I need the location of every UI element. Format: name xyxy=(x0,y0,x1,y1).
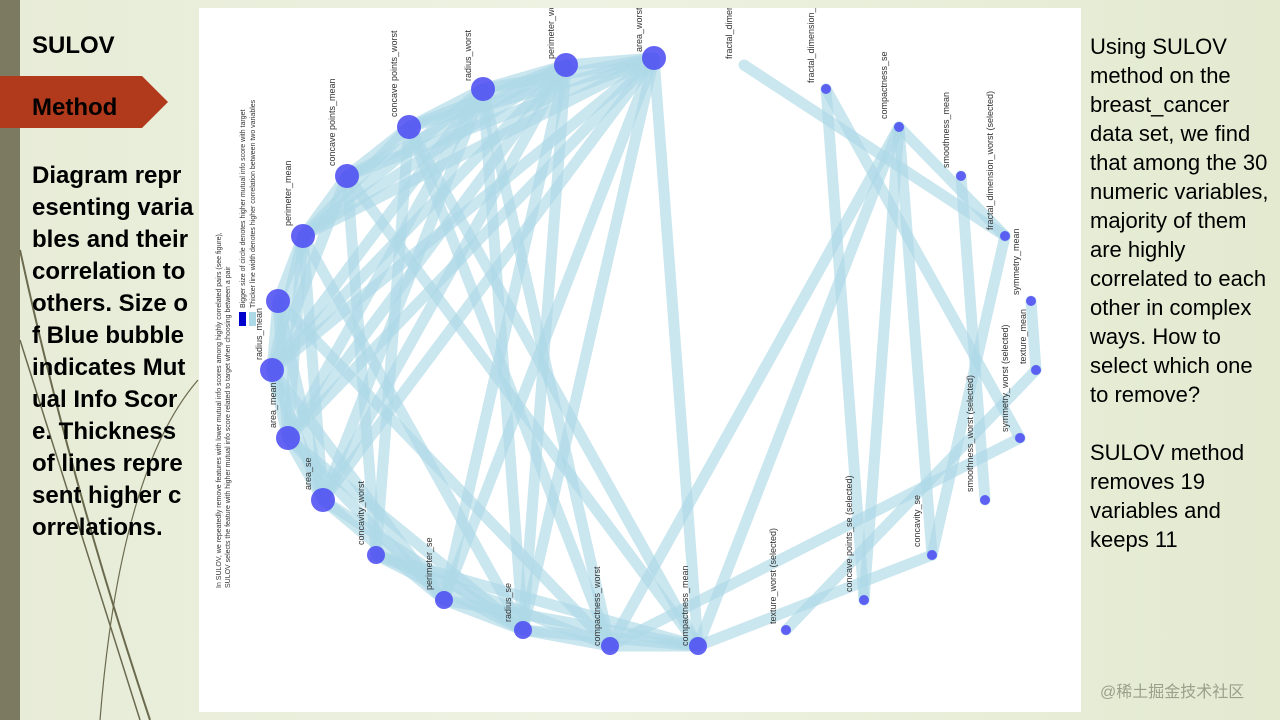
node-symmetry_mean xyxy=(1026,296,1036,306)
edge-radius_worst-area_mean xyxy=(282,83,489,444)
edge-compactness_mean-compactness_se xyxy=(692,121,905,652)
left-description: Diagram representing variables and their… xyxy=(32,162,194,541)
edge-smoothness_worst-smoothness_mean xyxy=(955,170,991,506)
node-radius_se xyxy=(514,621,532,639)
right-paragraph-2: SULOV method removes 19 variables and ke… xyxy=(1090,440,1245,552)
node-compactness_worst xyxy=(601,637,619,655)
node-label-smoothness_worst: smoothness_worst (selected) xyxy=(965,375,975,492)
legend-edge-text: Thicker line width denotes higher correl… xyxy=(250,99,257,308)
edge-concave_points_worst-compactness_mean xyxy=(403,121,704,652)
watermark: @稀土掘金技术社区 xyxy=(1100,684,1245,701)
node-label-concavity_se: concavity_se xyxy=(912,495,922,547)
node-concave_points_mean xyxy=(335,164,359,188)
node-radius_mean xyxy=(260,358,284,382)
edge-radius_worst-area_se xyxy=(317,83,489,506)
node-label-texture_worst: texture_worst (selected) xyxy=(768,528,778,624)
node-area_worst xyxy=(642,46,666,70)
legend-node-text: Bigger size of circle denotes higher mut… xyxy=(240,110,247,308)
node-label-perimeter_se: perimeter_se xyxy=(424,537,434,590)
node-label-symmetry_worst: symmetry_worst (selected) xyxy=(1000,324,1010,432)
node-symmetry_worst xyxy=(1015,433,1025,443)
sulov-diagram: area_worst (se perimeter_wo radius_worst co… xyxy=(199,8,1081,712)
edge-concave_points_mean-concavity_worst xyxy=(341,170,382,561)
edge-texture_mean-symmetry_mean xyxy=(1025,295,1042,376)
node-label-radius_se: radius_se xyxy=(503,583,513,622)
edge-perimeter_worst-area_mean xyxy=(282,59,572,444)
node-texture_mean xyxy=(1031,365,1041,375)
node-label-concave_points_se: concave points_se (selected) xyxy=(844,475,854,592)
node-smoothness_mean xyxy=(956,171,966,181)
edge-fractal_dimension-fractal_dimension_worst xyxy=(738,59,1011,242)
caption-line-1: In SULOV, we repeatedly remove features … xyxy=(216,232,223,588)
caption-line-2: SULOV selects the feature with higher mu… xyxy=(225,266,232,588)
node-label-smoothness_mean: smoothness_mean xyxy=(941,92,951,168)
node-concavity_se xyxy=(927,550,937,560)
legend-node-swatch xyxy=(239,312,246,326)
edge-area_worst-compactness_mean xyxy=(648,52,704,652)
edge-perimeter_worst-radius_mean xyxy=(266,59,572,376)
edge-texture_worst-texture_mean xyxy=(780,364,1042,636)
node-perimeter_mean xyxy=(291,224,315,248)
node-label-compactness_worst: compactness_worst xyxy=(592,566,602,646)
edge-area_worst-perimeter_mean xyxy=(297,52,660,242)
edge-symmetry_worst-fractal_dimension_se xyxy=(820,83,1026,444)
section-tab xyxy=(0,76,168,128)
edge-perimeter_mean-area_se xyxy=(297,230,329,506)
right-paragraph-1: Using SULOV method on the breast_cancer … xyxy=(1090,34,1269,407)
correlation-graph: area_worst (seperimeter_woradius_worstco… xyxy=(216,8,1042,655)
node-label-perimeter_mean: perimeter_mean xyxy=(283,160,293,226)
node-concave_points_worst xyxy=(397,115,421,139)
node-label-fractal_dimension_se: fractal_dimension_se (selecte xyxy=(806,8,816,83)
node-label-concavity_worst: concavity_worst xyxy=(356,480,366,545)
edge-perimeter_mean-radius_se xyxy=(297,230,529,636)
node-label-compactness_se: compactness_se xyxy=(879,51,889,119)
decorative-swoosh xyxy=(19,249,199,720)
edge-compactness_worst-compactness_se xyxy=(604,121,905,652)
node-label-concave_points_mean: concave points_mean xyxy=(327,78,337,166)
legend-edge-swatch xyxy=(249,312,256,326)
node-fractal_dimension_se xyxy=(821,84,831,94)
edge-concave_points_se-fractal_dimension_se xyxy=(820,83,870,606)
edge-concave_points_mean-compactness_mean xyxy=(341,170,704,652)
section-label: Method xyxy=(32,94,118,121)
node-area_se xyxy=(311,488,335,512)
node-label-fractal_dimension: fractal_dimension xyxy=(724,8,734,59)
node-compactness_se xyxy=(894,122,904,132)
edge-area_worst-radius_se xyxy=(517,52,660,636)
node-label-radius_mean: radius_mean xyxy=(254,308,264,360)
edge-concave_points_worst-concavity_worst xyxy=(370,121,415,561)
node-label-perimeter_worst: perimeter_wo xyxy=(546,8,556,59)
node-smoothness_worst xyxy=(980,495,990,505)
edge-concavity_se-fractal_dimension_worst xyxy=(926,230,1011,561)
node-fractal_dimension_worst xyxy=(1000,231,1010,241)
node-texture_worst xyxy=(781,625,791,635)
edge-area_mean_hidden-compactness_worst xyxy=(272,295,616,652)
node-label-radius_worst: radius_worst xyxy=(463,29,473,81)
node-label-concave_points_worst: concave points_worst xyxy=(389,30,399,117)
node-label-symmetry_mean: symmetry_mean xyxy=(1011,228,1021,295)
node-perimeter_se xyxy=(435,591,453,609)
node-label-area_se: area_se xyxy=(303,457,313,490)
node-area_mean xyxy=(276,426,300,450)
right-description: Using SULOV method on the breast_cancer … xyxy=(1090,32,1274,583)
node-label-area_worst: area_worst (se xyxy=(634,8,644,52)
node-concavity_worst xyxy=(367,546,385,564)
slide-title: SULOV xyxy=(32,32,115,59)
node-concave_points_se xyxy=(859,595,869,605)
edge-compactness_se-fractal_dimension_worst xyxy=(893,121,1011,242)
node-label-fractal_dimension_worst: fractal_dimension_worst (selected) xyxy=(985,91,995,230)
node-label-compactness_mean: compactness_mean xyxy=(680,565,690,646)
node-radius_worst xyxy=(471,77,495,101)
node-label-area_mean: area_mean xyxy=(268,382,278,428)
edge-concavity_se-compactness_se xyxy=(893,121,938,561)
left-accent-strip xyxy=(0,0,20,720)
node-compactness_mean xyxy=(689,637,707,655)
node-perimeter_worst xyxy=(554,53,578,77)
node-area_mean_hidden xyxy=(266,289,290,313)
node-label-texture_mean: texture_mean xyxy=(1018,309,1028,364)
